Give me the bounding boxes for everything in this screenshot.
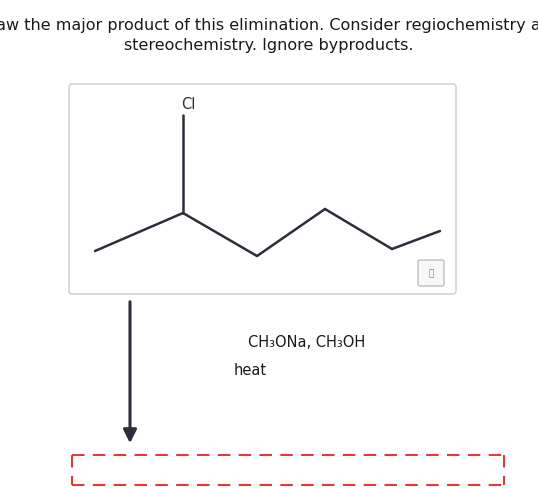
- Text: Cl: Cl: [181, 97, 195, 112]
- Text: CH₃ONa, CH₃OH: CH₃ONa, CH₃OH: [248, 335, 365, 350]
- Text: 🔍: 🔍: [428, 269, 434, 278]
- FancyBboxPatch shape: [418, 261, 444, 286]
- Text: heat: heat: [234, 363, 267, 378]
- FancyBboxPatch shape: [69, 85, 456, 294]
- Text: Draw the major product of this elimination. Consider regiochemistry and: Draw the major product of this eliminati…: [0, 18, 538, 33]
- Text: stereochemistry. Ignore byproducts.: stereochemistry. Ignore byproducts.: [124, 38, 414, 53]
